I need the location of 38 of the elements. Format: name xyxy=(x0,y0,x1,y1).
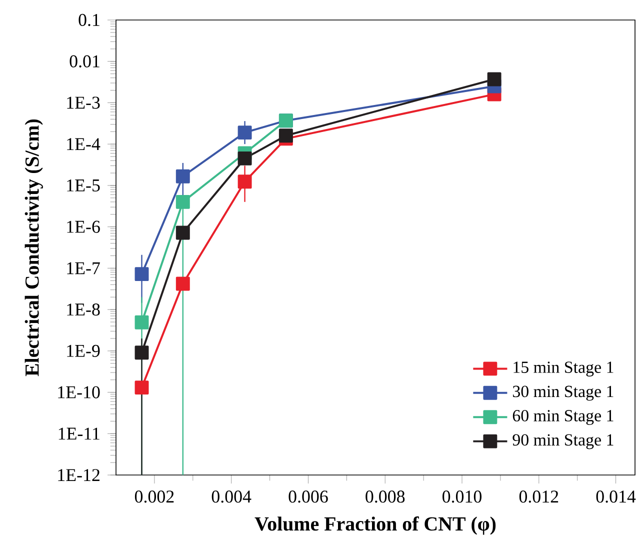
legend-label: 60 min Stage 1 xyxy=(512,410,614,425)
point xyxy=(238,151,252,166)
x-axis-title: Volume Fraction of CNT (φ) xyxy=(254,516,496,535)
x-tick-label: 0.014 xyxy=(596,490,636,503)
point xyxy=(176,169,190,184)
point xyxy=(238,126,252,140)
point xyxy=(176,226,190,240)
point xyxy=(134,346,149,360)
point xyxy=(176,276,190,291)
y-tick-label: 1E-3 xyxy=(67,96,100,109)
point xyxy=(134,267,149,282)
point xyxy=(134,315,149,330)
x-tick-label: 0.002 xyxy=(134,490,174,503)
y-tick-label: 1E-6 xyxy=(67,220,100,233)
y-tick-label: 1E-7 xyxy=(67,262,100,274)
x-tick-label: 0.004 xyxy=(212,490,252,503)
legend-label: 15 min Stage 1 xyxy=(514,362,614,376)
x-tick-label: 0.008 xyxy=(366,490,405,503)
point xyxy=(176,194,190,209)
y-tick-label: 1E-12 xyxy=(58,469,100,481)
y-tick-label: 1E-11 xyxy=(58,428,100,440)
y-tick-label: 1E-5 xyxy=(67,179,100,192)
y-tick-label: 1E-9 xyxy=(67,344,100,357)
point xyxy=(487,72,502,86)
legend-label: 30 min Stage 1 xyxy=(512,386,614,401)
y-tick-label: 1E-8 xyxy=(67,303,100,316)
point xyxy=(238,174,252,189)
x-tick-label: 0.010 xyxy=(442,490,482,503)
x-tick-label: 0.006 xyxy=(288,490,328,503)
point xyxy=(278,128,293,143)
y-tick-label: 1E-10 xyxy=(58,386,100,398)
legend-label: 90 min Stage 1 xyxy=(512,434,614,450)
x-tick-label: 0.012 xyxy=(519,490,558,503)
y-tick-label: 0.1 xyxy=(78,14,100,26)
y-tick-label: 1E-4 xyxy=(67,138,100,150)
y-axis-title: Electrical Conductivity (S/cm) xyxy=(24,119,43,376)
y-tick-label: 0.01 xyxy=(70,55,100,68)
point xyxy=(134,380,149,395)
